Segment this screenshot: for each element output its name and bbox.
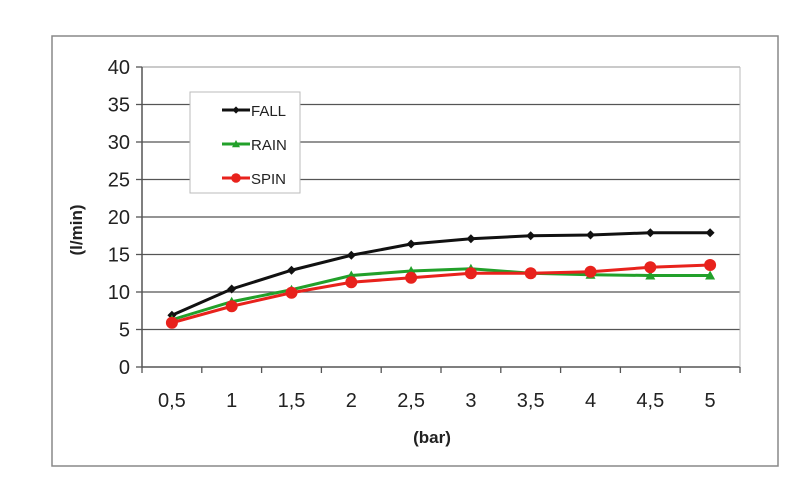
- y-tick-label: 10: [108, 282, 130, 304]
- series-line: [171, 263, 711, 325]
- x-axis-label: (bar): [413, 428, 451, 447]
- data-point: [524, 267, 537, 280]
- data-point: [645, 228, 655, 238]
- legend-label: RAIN: [251, 137, 287, 154]
- data-point: [227, 284, 237, 294]
- y-tick-label: 40: [108, 57, 130, 79]
- data-point: [466, 234, 476, 244]
- data-point: [705, 270, 716, 280]
- data-point: [346, 250, 356, 260]
- data-point: [287, 265, 296, 275]
- data-point: [464, 267, 477, 280]
- x-tick-label: 4,5: [636, 390, 664, 412]
- data-point: [285, 286, 298, 299]
- x-tick-label: 1: [226, 390, 237, 412]
- data-point: [232, 140, 240, 148]
- x-tick-label: 2,5: [397, 390, 425, 412]
- x-tick-label: 5: [705, 390, 716, 412]
- data-point: [526, 231, 536, 241]
- chart-frame: [51, 35, 779, 467]
- y-tick-label: 25: [108, 170, 130, 192]
- legend-label: FALL: [251, 103, 286, 120]
- data-point: [232, 106, 240, 114]
- legend-label: SPIN: [251, 171, 286, 188]
- x-tick-label: 3,5: [517, 390, 545, 412]
- y-tick-label: 35: [108, 95, 130, 117]
- x-tick-label: 0,5: [158, 390, 186, 412]
- series-line: [171, 267, 711, 322]
- y-tick-label: 0: [119, 357, 130, 379]
- data-point: [584, 265, 597, 278]
- y-tick-label: 30: [108, 132, 130, 154]
- data-point: [704, 259, 717, 271]
- data-point: [705, 228, 715, 238]
- data-point: [165, 316, 178, 329]
- x-tick-label: 1,5: [278, 390, 306, 412]
- data-point: [406, 239, 416, 249]
- data-point: [231, 173, 241, 183]
- data-point: [345, 276, 358, 289]
- y-tick-label: 20: [108, 207, 130, 229]
- y-axis-label: (l/min): [67, 205, 86, 256]
- x-tick-label: 3: [465, 390, 476, 412]
- data-point: [225, 300, 238, 313]
- y-tick-label: 15: [108, 245, 130, 267]
- data-point: [644, 261, 657, 274]
- x-tick-label: 2: [346, 390, 357, 412]
- data-point: [405, 271, 418, 284]
- legend: FALL RAIN SPIN: [189, 91, 301, 194]
- series-line: [171, 231, 711, 317]
- series-spin: [165, 259, 717, 329]
- data-point: [586, 230, 595, 240]
- data-point: [645, 270, 656, 280]
- y-tick-label: 5: [119, 320, 130, 342]
- x-tick-label: 4: [585, 390, 596, 412]
